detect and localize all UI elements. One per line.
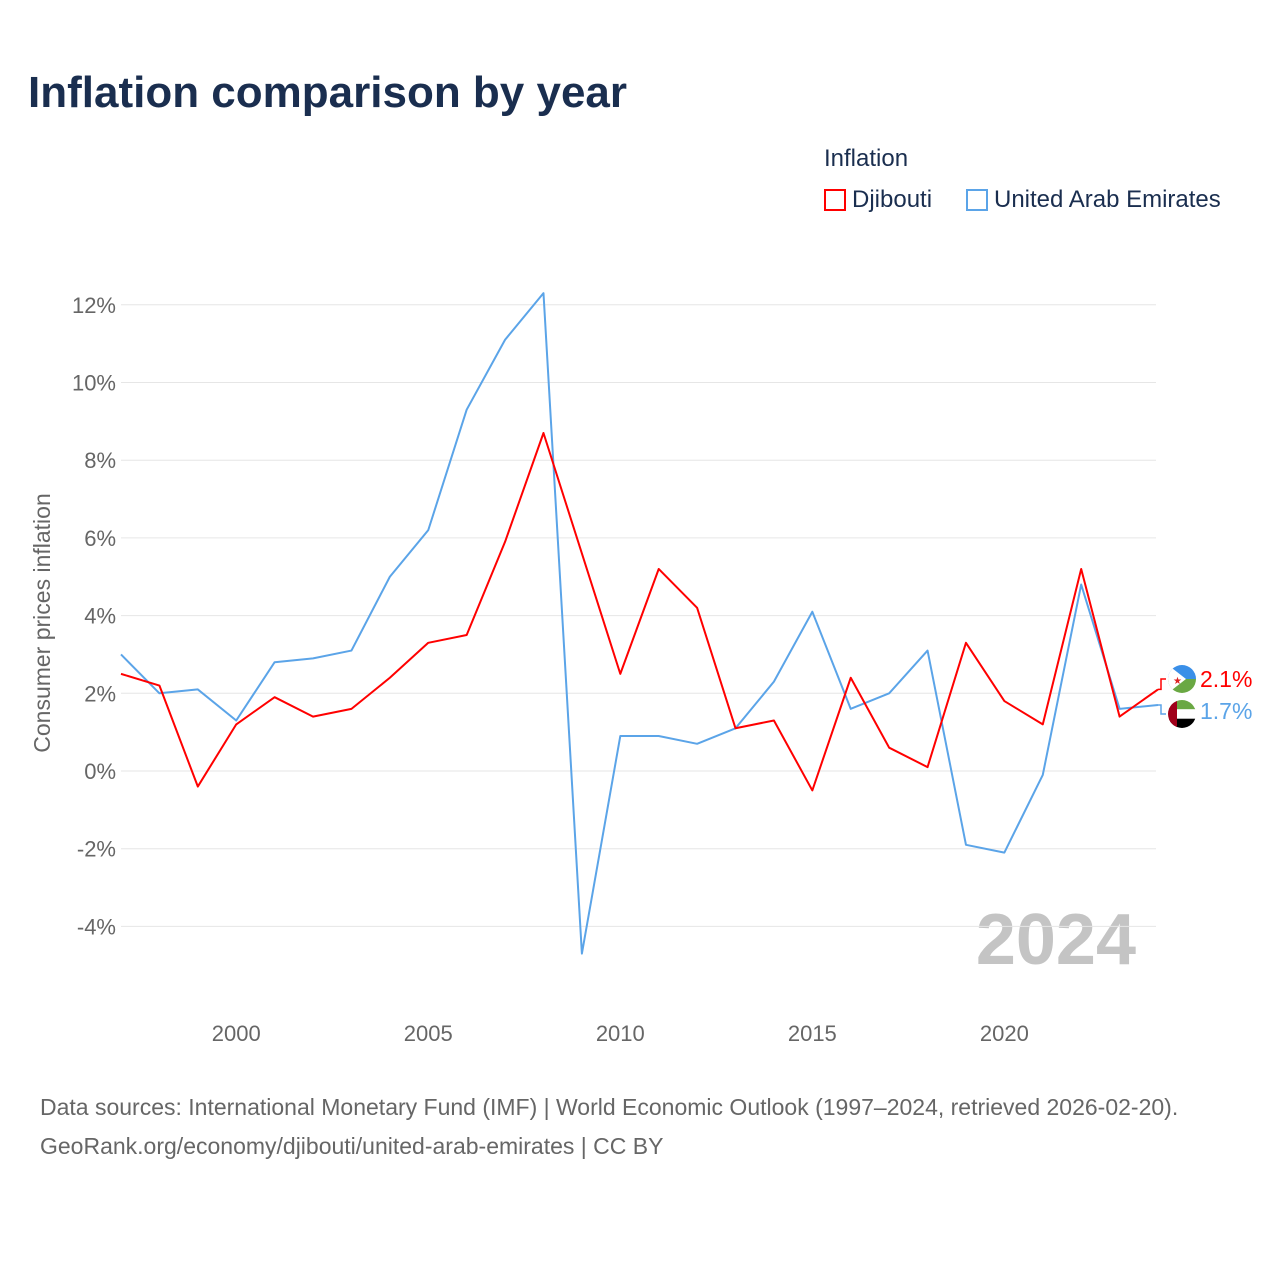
x-tick-label: 2020 — [980, 1021, 1029, 1046]
legend-label: United Arab Emirates — [994, 186, 1221, 213]
x-tick-label: 2010 — [596, 1021, 645, 1046]
svg-text:★: ★ — [1173, 676, 1182, 687]
y-axis-label: Consumer prices inflation — [29, 493, 55, 753]
x-tick-label: 2000 — [212, 1021, 261, 1046]
djibouti-end-label: 2.1% — [1200, 666, 1252, 692]
x-tick-label: 2005 — [404, 1021, 453, 1046]
source-link[interactable]: GeoRank.org/economy/djibouti/united-arab… — [40, 1133, 664, 1159]
x-tick-label: 2015 — [788, 1021, 837, 1046]
y-tick-label: -4% — [77, 914, 116, 939]
legend-swatch — [966, 189, 988, 211]
legend-item-uae[interactable]: United Arab Emirates — [966, 186, 1221, 214]
data-sources: Data sources: International Monetary Fun… — [40, 1094, 1179, 1120]
uae-flag-icon — [1168, 700, 1196, 728]
y-tick-label: 2% — [84, 681, 116, 706]
y-tick-label: 12% — [72, 293, 116, 318]
legend-label: Djibouti — [852, 186, 933, 213]
legend-swatch — [824, 189, 846, 211]
footer: Data sources: International Monetary Fun… — [40, 1088, 1250, 1166]
djibouti-leader-line — [1158, 678, 1166, 691]
year-watermark: 2024 — [976, 900, 1136, 980]
chart-title: Inflation comparison by year — [28, 68, 628, 117]
djibouti-flag-icon: ★ — [1168, 665, 1196, 693]
uae-leader-line — [1158, 704, 1166, 715]
series-line-djibouti — [120, 432, 1159, 792]
y-tick-label: 10% — [72, 371, 116, 396]
y-tick-label: 0% — [84, 759, 116, 784]
series-line-united-arab-emirates — [120, 292, 1159, 955]
uae-end-label: 1.7% — [1200, 698, 1252, 724]
y-tick-label: 4% — [84, 604, 116, 629]
legend-item-djibouti[interactable]: Djibouti — [824, 186, 932, 214]
legend-title: Inflation — [824, 145, 909, 172]
y-tick-label: 8% — [84, 448, 116, 473]
y-tick-label: 6% — [84, 526, 116, 551]
y-tick-label: -2% — [77, 837, 116, 862]
